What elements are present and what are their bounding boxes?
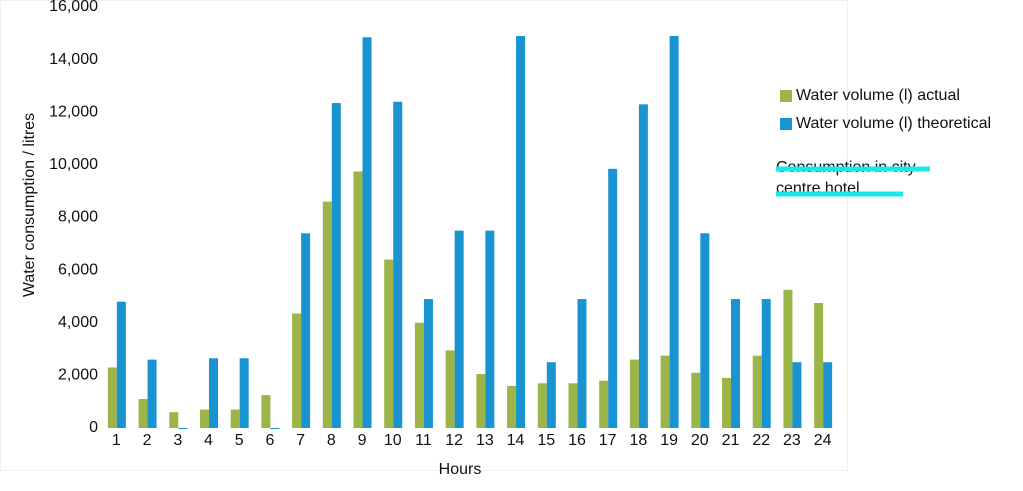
x-tick-label: 15 (537, 432, 555, 449)
bar (516, 35, 526, 428)
bar (629, 359, 639, 428)
bar (761, 299, 771, 428)
bar (691, 372, 701, 428)
bar (331, 103, 341, 429)
bar (107, 367, 117, 428)
x-tick-label: 5 (235, 432, 244, 449)
x-axis-label: Hours (439, 461, 482, 478)
bar (599, 380, 609, 428)
x-tick-label: 8 (327, 432, 336, 449)
bar (292, 313, 302, 428)
bar (792, 362, 802, 428)
bar (322, 201, 332, 428)
legend-label: Water volume (l) theoretical (796, 115, 991, 132)
y-tick-label: 16,000 (49, 0, 98, 15)
x-tick-label: 21 (722, 432, 740, 449)
x-tick-label: 24 (814, 432, 832, 449)
chart-frame (0, 0, 848, 471)
x-tick-label: 13 (476, 432, 494, 449)
bar (638, 104, 648, 428)
bar (546, 362, 556, 428)
x-tick-label: 14 (507, 432, 525, 449)
bar (353, 171, 363, 428)
x-tick-label: 9 (358, 432, 367, 449)
bar (608, 168, 618, 428)
x-tick-label: 22 (752, 432, 770, 449)
bar (577, 299, 587, 428)
x-tick-label: 2 (143, 432, 152, 449)
x-tick-label: 4 (204, 432, 213, 449)
bar (239, 358, 249, 428)
legend-swatch (780, 90, 792, 102)
bar (116, 301, 126, 428)
y-tick-label: 14,000 (49, 51, 98, 68)
x-tick-label: 19 (660, 432, 678, 449)
bar (261, 395, 271, 428)
bar (476, 374, 486, 428)
y-tick-label: 10,000 (49, 156, 98, 173)
x-tick-label: 23 (783, 432, 801, 449)
x-tick-label: 20 (691, 432, 709, 449)
bar (199, 409, 209, 428)
y-tick-label: 0 (89, 419, 98, 436)
bar (423, 299, 433, 428)
bar (752, 355, 762, 428)
bar (169, 412, 179, 428)
y-tick-label: 4,000 (58, 314, 98, 331)
x-tick-label: 16 (568, 432, 586, 449)
bar (485, 230, 495, 428)
x-tick-label: 1 (112, 432, 121, 449)
y-axis-label: Water consumption / litres (21, 113, 38, 297)
bar (270, 428, 280, 429)
legend-label: Water volume (l) actual (796, 87, 960, 104)
bar (700, 233, 710, 428)
bar (783, 289, 793, 428)
bar (660, 355, 670, 428)
bar (722, 378, 732, 428)
bar (147, 359, 157, 428)
x-tick-label: 12 (445, 432, 463, 449)
x-tick-label: 17 (599, 432, 617, 449)
bar (393, 101, 403, 428)
x-tick-label: 3 (173, 432, 182, 449)
y-tick-label: 8,000 (58, 209, 98, 226)
bar (208, 358, 218, 428)
x-tick-label: 18 (629, 432, 647, 449)
bar (454, 230, 464, 428)
bar (362, 37, 372, 429)
bar (230, 409, 240, 428)
bar (384, 259, 394, 428)
bar (178, 428, 188, 429)
x-tick-label: 11 (415, 432, 432, 449)
x-tick-label: 6 (265, 432, 274, 449)
x-tick-label: 7 (296, 432, 305, 449)
bar (731, 299, 741, 428)
bar (823, 362, 833, 428)
y-tick-label: 6,000 (58, 261, 98, 278)
bar (301, 233, 311, 428)
bar (568, 383, 578, 428)
bar (507, 385, 517, 428)
bar (669, 35, 679, 428)
bar (138, 399, 148, 428)
y-tick-label: 2,000 (58, 367, 98, 384)
bar (537, 383, 547, 428)
bar (414, 322, 424, 428)
y-tick-label: 12,000 (49, 103, 98, 120)
x-tick-label: 10 (384, 432, 402, 449)
bar (445, 350, 455, 428)
legend-swatch (780, 118, 792, 130)
bar (814, 303, 824, 428)
